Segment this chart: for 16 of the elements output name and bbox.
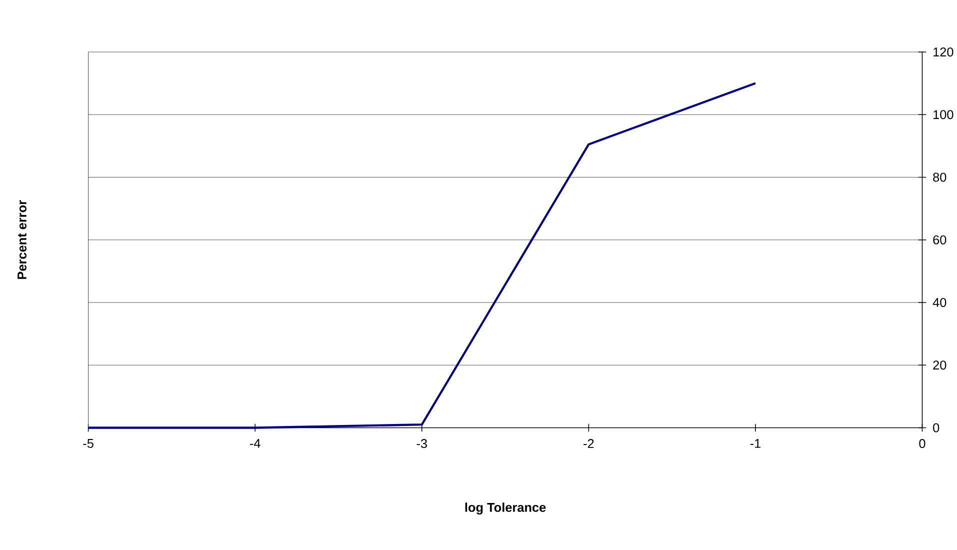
y-tick-label: 40 xyxy=(932,298,946,307)
y-axis-title: Percent error xyxy=(18,200,26,279)
y-tick-label: 100 xyxy=(934,110,954,119)
x-tick-label: -4 xyxy=(250,438,260,448)
line-series xyxy=(87,82,757,429)
y-tick-label: 20 xyxy=(933,360,946,370)
x-axis-title: log Tolerance xyxy=(465,502,546,514)
x-tick-label: 0 xyxy=(919,438,926,448)
x-tick-label: -2 xyxy=(584,438,594,448)
y-tick-label: 60 xyxy=(933,235,946,244)
x-tick-label: -1 xyxy=(750,438,760,448)
x-tick-label: -5 xyxy=(83,438,94,448)
y-tick-label: 80 xyxy=(933,172,946,182)
x-tick-label: -3 xyxy=(416,438,427,448)
y-tick-label: 0 xyxy=(933,423,940,432)
y-tick-label: 120 xyxy=(934,47,954,56)
